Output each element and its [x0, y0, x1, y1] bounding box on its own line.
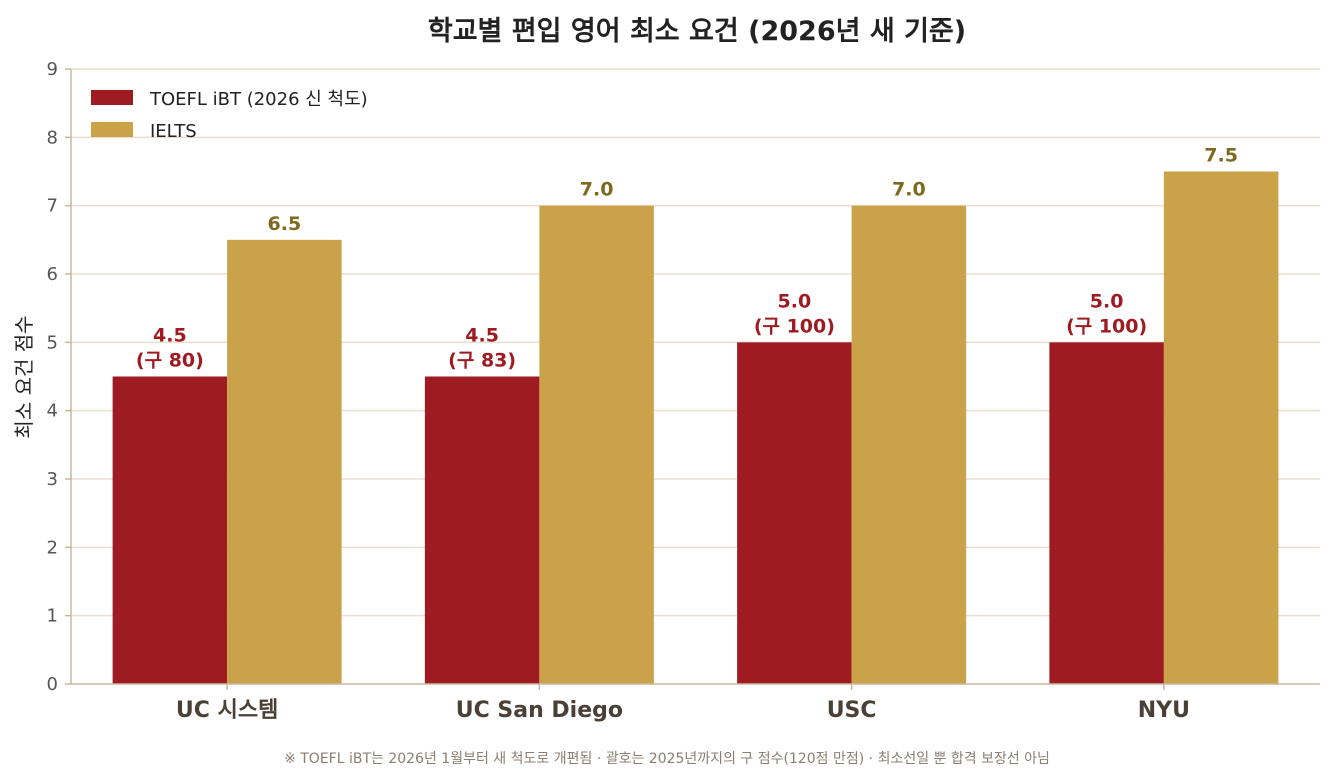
legend-swatch [91, 122, 133, 137]
bar-toefl [424, 376, 540, 684]
bar-ielts [227, 239, 342, 685]
bar-toefl [1049, 342, 1164, 684]
chart-title: 학교별 편입 영어 최소 요건 (2026년 새 기준) [428, 16, 966, 47]
data-label: 5.0 [778, 290, 812, 312]
data-labels: 4.5 (구 80) 6.5 4.5 (구 83) 7.0 5.0 (구 100) 7.0 5.0… [136, 145, 1238, 372]
legend: TOEFL iBT (2026 신 척도) IELTS [91, 89, 368, 142]
legend-swatch [91, 90, 133, 105]
bar-ielts [539, 205, 654, 684]
bar-toefl [737, 342, 852, 684]
data-label: (구 80) [136, 350, 204, 372]
data-label: 4.5 [465, 325, 499, 347]
legend-label: IELTS [150, 121, 197, 142]
x-tick-label: UC 시스템 [176, 698, 278, 723]
legend-label: TOEFL iBT (2026 신 척도) [149, 89, 368, 110]
x-tick-label: USC [827, 698, 877, 723]
data-label: 7.0 [580, 179, 614, 201]
bars [112, 171, 1279, 685]
data-label: 7.0 [892, 179, 926, 201]
x-tick-label: UC San Diego [456, 698, 623, 723]
y-tick-label: 2 [47, 537, 58, 558]
data-label: (구 100) [754, 315, 835, 337]
y-tick-label: 7 [47, 196, 58, 217]
x-tick-label: NYU [1138, 698, 1190, 723]
data-label: (구 100) [1066, 315, 1147, 337]
axes: 0 1 2 3 4 5 6 7 8 9 UC 시스템 UC San Diego USC NYU [47, 59, 1320, 723]
data-label: 6.5 [268, 213, 302, 235]
y-tick-label: 1 [47, 606, 58, 627]
bar-ielts [851, 205, 967, 684]
bar-ielts [1163, 171, 1279, 684]
data-label: (구 83) [448, 350, 516, 372]
y-tick-label: 4 [47, 401, 58, 422]
bar-toefl [112, 376, 228, 684]
data-label: 4.5 [153, 325, 187, 347]
y-tick-label: 9 [47, 59, 58, 80]
y-axis-label: 최소 요건 점수 [12, 315, 36, 438]
footnote: ※ TOEFL iBT는 2026년 1월부터 새 척도로 개편됨 · 괄호는 … [284, 751, 1050, 767]
data-label: 7.5 [1204, 145, 1238, 167]
y-tick-label: 8 [47, 127, 58, 148]
y-tick-label: 5 [47, 332, 58, 353]
y-tick-label: 0 [47, 674, 58, 695]
y-tick-label: 3 [47, 469, 58, 490]
y-tick-label: 6 [47, 264, 58, 285]
data-label: 5.0 [1090, 290, 1124, 312]
